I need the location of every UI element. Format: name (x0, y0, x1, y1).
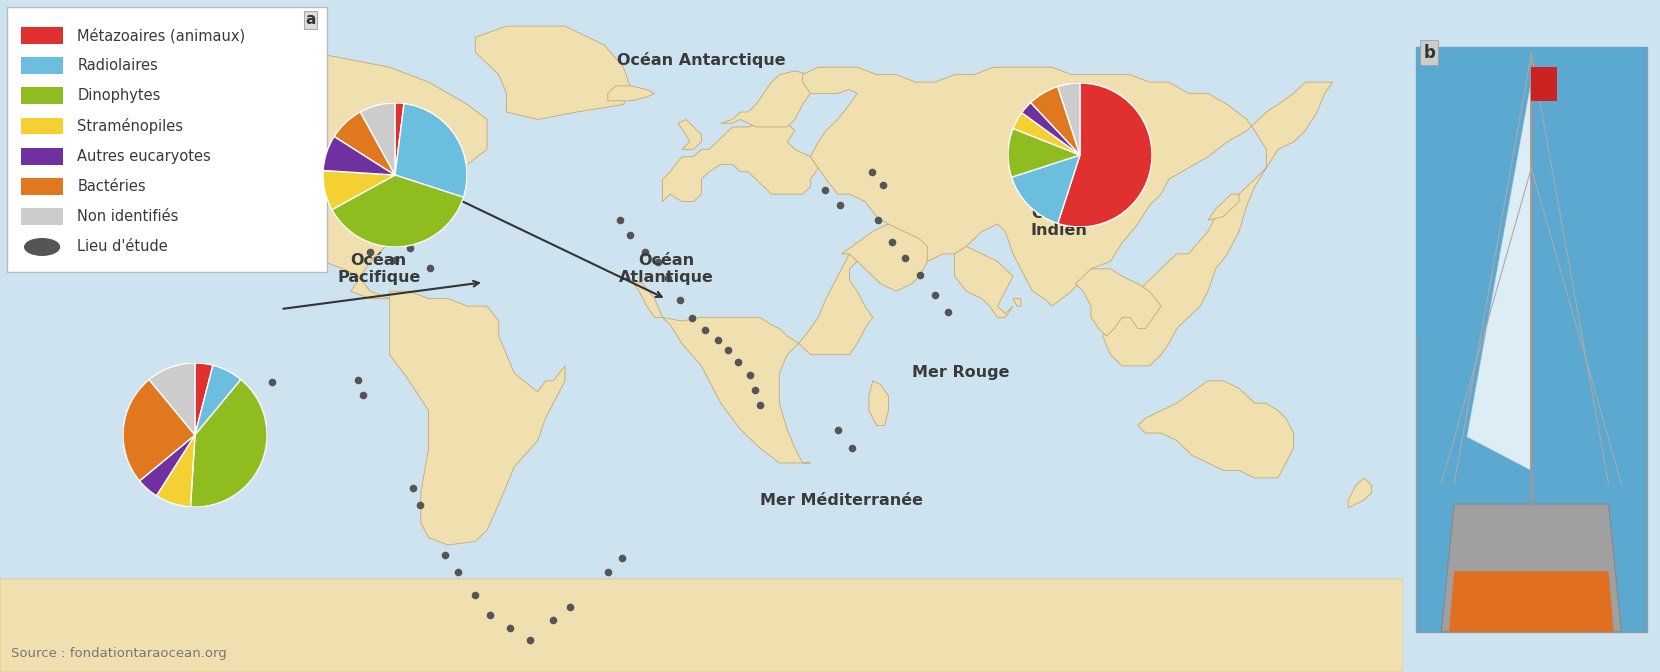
Polygon shape (1076, 269, 1160, 336)
FancyBboxPatch shape (22, 148, 63, 165)
FancyBboxPatch shape (7, 7, 327, 272)
Wedge shape (324, 171, 395, 210)
FancyBboxPatch shape (1531, 67, 1557, 101)
Text: Lieu d'étude: Lieu d'étude (76, 239, 168, 255)
Wedge shape (1023, 103, 1081, 155)
Text: Océan
Atlantique: Océan Atlantique (619, 253, 714, 285)
FancyBboxPatch shape (22, 27, 63, 44)
Text: Bactéries: Bactéries (76, 179, 146, 194)
Wedge shape (332, 175, 463, 247)
Text: b: b (1423, 44, 1436, 62)
Wedge shape (191, 380, 267, 507)
Wedge shape (334, 112, 395, 175)
Wedge shape (123, 380, 194, 481)
Wedge shape (360, 103, 395, 175)
Wedge shape (1013, 113, 1081, 155)
Text: Océan
Indien: Océan Indien (1031, 206, 1087, 238)
Polygon shape (842, 224, 928, 291)
Polygon shape (475, 26, 631, 120)
Wedge shape (1008, 128, 1081, 177)
Wedge shape (1031, 87, 1081, 155)
Polygon shape (1441, 504, 1622, 632)
Polygon shape (868, 381, 888, 425)
Polygon shape (803, 67, 1333, 366)
Polygon shape (1137, 381, 1293, 478)
Polygon shape (1013, 298, 1021, 306)
Text: Dinophytes: Dinophytes (76, 88, 161, 103)
Wedge shape (395, 103, 466, 198)
Text: Source : fondationtaraocean.org: Source : fondationtaraocean.org (12, 647, 227, 660)
FancyBboxPatch shape (22, 178, 63, 195)
Wedge shape (194, 363, 212, 435)
Text: Radiolaires: Radiolaires (76, 58, 158, 73)
Polygon shape (677, 120, 701, 149)
Polygon shape (720, 71, 818, 127)
Wedge shape (156, 435, 194, 507)
Wedge shape (139, 435, 194, 496)
Wedge shape (194, 366, 241, 435)
Text: Mer Méditerranée: Mer Méditerranée (760, 493, 923, 508)
Wedge shape (1057, 83, 1081, 155)
Wedge shape (1057, 83, 1152, 227)
FancyBboxPatch shape (22, 118, 63, 134)
Text: Mer Rouge: Mer Rouge (911, 366, 1009, 380)
FancyBboxPatch shape (22, 208, 63, 225)
Text: Autres eucaryotes: Autres eucaryotes (76, 149, 211, 164)
Polygon shape (0, 579, 1403, 672)
Polygon shape (954, 247, 1013, 317)
Polygon shape (390, 291, 564, 545)
Polygon shape (46, 52, 486, 298)
Text: Métazoaires (animaux): Métazoaires (animaux) (76, 28, 246, 43)
Text: a: a (305, 12, 315, 27)
Polygon shape (662, 120, 818, 202)
Polygon shape (631, 243, 873, 463)
Circle shape (25, 239, 60, 255)
Polygon shape (1208, 194, 1238, 220)
Wedge shape (324, 136, 395, 175)
Text: Straménopiles: Straménopiles (76, 118, 183, 134)
FancyBboxPatch shape (22, 57, 63, 74)
Wedge shape (395, 103, 403, 175)
Text: Océan Antarctique: Océan Antarctique (618, 52, 785, 69)
Text: Océan
Pacifique: Océan Pacifique (337, 253, 420, 285)
Polygon shape (608, 86, 654, 101)
FancyBboxPatch shape (1416, 47, 1647, 336)
FancyBboxPatch shape (22, 87, 63, 104)
Wedge shape (1011, 155, 1081, 224)
Polygon shape (1348, 478, 1371, 508)
FancyBboxPatch shape (1416, 47, 1647, 632)
Text: Non identifiés: Non identifiés (76, 209, 179, 224)
Polygon shape (1449, 571, 1614, 632)
Wedge shape (149, 363, 194, 435)
Polygon shape (1467, 81, 1531, 470)
